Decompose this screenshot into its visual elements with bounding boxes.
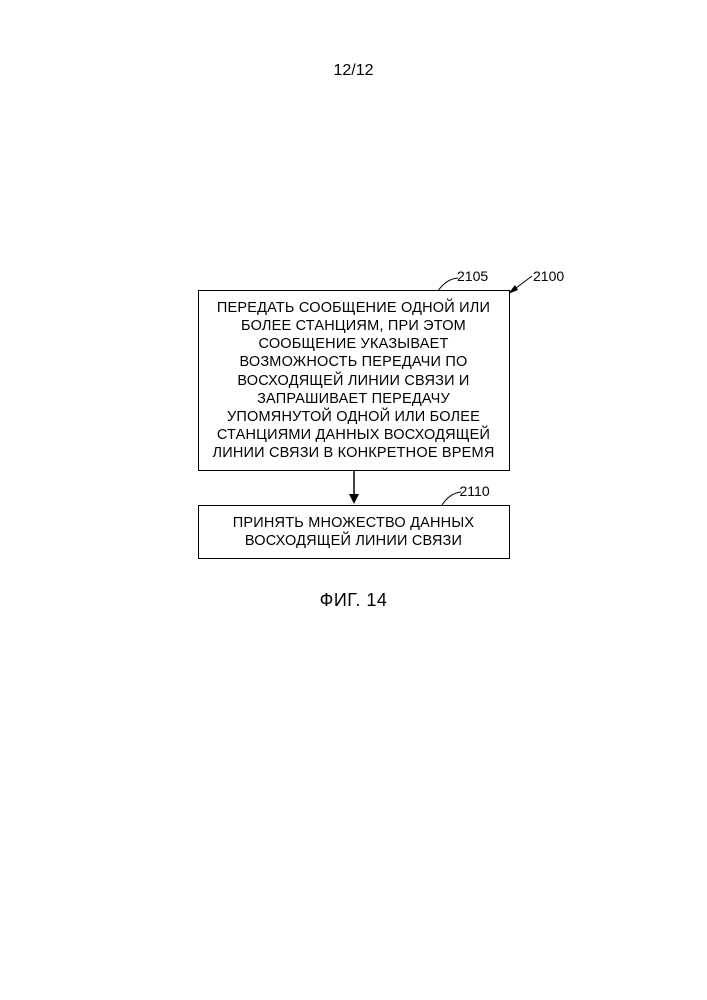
flow-node-2110: ПРИНЯТЬ МНОЖЕСТВО ДАННЫХ ВОСХОДЯЩЕЙ ЛИНИ… <box>198 505 510 559</box>
flowchart: ПЕРЕДАТЬ СООБЩЕНИЕ ОДНОЙ ИЛИ БОЛЕЕ СТАНЦ… <box>0 290 707 559</box>
ref-leader-2110 <box>436 489 464 509</box>
ref-label-2110: 2110 <box>460 483 490 499</box>
figure-label: ФИГ. 14 <box>0 590 707 611</box>
page-number: 12/12 <box>0 62 707 80</box>
flow-node-2105: ПЕРЕДАТЬ СООБЩЕНИЕ ОДНОЙ ИЛИ БОЛЕЕ СТАНЦ… <box>198 290 510 471</box>
flow-edge-1 <box>344 471 364 505</box>
page: 12/12 2100 2105 ПЕРЕДАТЬ СООБЩЕНИЕ ОДНОЙ… <box>0 0 707 1000</box>
